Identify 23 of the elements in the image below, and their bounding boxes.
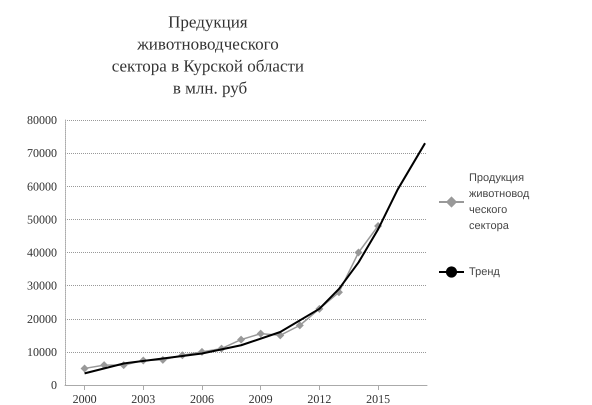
point xyxy=(237,336,246,344)
x-tick-label: 2006 xyxy=(190,392,214,405)
y-tick-label: 0 xyxy=(51,378,57,392)
chart-title: Предукция животноводческого сектора в Курской области в млн. руб xyxy=(112,12,308,98)
y-tick-label: 50000 xyxy=(27,212,57,226)
y-tick-label: 40000 xyxy=(27,246,57,260)
y-tick-label: 10000 xyxy=(27,344,57,359)
x-tick-label: 2009 xyxy=(248,392,273,405)
x-tick-label: 2012 xyxy=(307,392,332,405)
y-tick-label: 20000 xyxy=(27,312,57,326)
x-tick-label: 2000 xyxy=(72,392,97,405)
y-tick-label: 30000 xyxy=(27,278,57,293)
legend-label: Тренд xyxy=(469,266,500,278)
legend-label: Продукция животноводческого сектора xyxy=(469,172,530,232)
point xyxy=(80,364,89,372)
y-tick-label: 70000 xyxy=(27,146,57,160)
y-tick-label: 80000 xyxy=(27,113,57,127)
point xyxy=(256,330,265,338)
y-tick-label: 60000 xyxy=(27,179,57,194)
point xyxy=(354,248,363,256)
x-tick-label: 2015 xyxy=(366,392,390,405)
point xyxy=(296,321,304,330)
x-tick-label: 2003 xyxy=(131,392,156,405)
